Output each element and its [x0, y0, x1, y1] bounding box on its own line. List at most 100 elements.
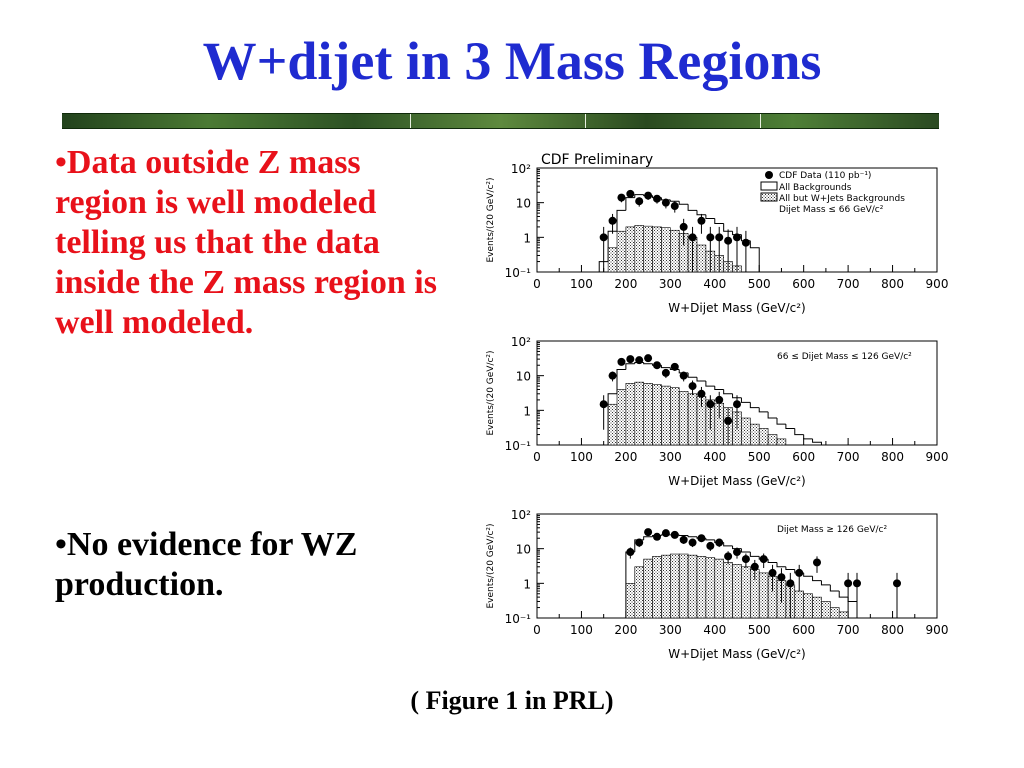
all-background-bin [598, 261, 609, 272]
non-wjets-bar [652, 556, 662, 619]
non-wjets-bar [643, 383, 653, 446]
data-point [626, 355, 635, 364]
y-tick-label: 1 [523, 404, 531, 418]
non-wjets-bar [661, 385, 671, 446]
data-point [661, 529, 670, 538]
all-background-bin [669, 199, 680, 202]
data-point [644, 354, 653, 363]
data-point [679, 371, 688, 380]
data-point [670, 530, 679, 539]
x-tick-label: 500 [748, 277, 771, 291]
data-point [653, 361, 661, 370]
chart-svg-high-mass: Events/(20 GeV/c²) 10⁻¹ 1 10 10² 0 100 200 300 40… [486, 508, 948, 661]
slide-title: W+dijet in 3 Mass Regions [202, 31, 822, 91]
all-background-bin [740, 397, 751, 403]
x-tick-label: 300 [659, 450, 682, 464]
x-tick-label: 600 [792, 623, 815, 637]
x-tick-label: 900 [926, 277, 949, 291]
all-background-bin [634, 194, 644, 198]
data-point [741, 238, 750, 247]
legend-label: Dijet Mass ≥ 126 GeV/c² [777, 525, 887, 535]
data-point [608, 216, 617, 225]
data-point [635, 356, 644, 365]
y-tick-label: 1 [523, 577, 531, 591]
non-wjets-bar [750, 423, 760, 446]
x-tick-label: 700 [837, 450, 860, 464]
data-point [653, 532, 661, 541]
data-point [661, 368, 670, 377]
legend-nonw-swatch [760, 192, 778, 202]
all-background-bin [794, 428, 804, 436]
x-tick-label: 400 [703, 277, 726, 291]
x-tick-label: 800 [881, 277, 904, 291]
x-tick-label: 100 [570, 450, 593, 464]
x-tick-label: 400 [703, 450, 726, 464]
data-point [750, 562, 759, 571]
non-wjets-bar [812, 596, 822, 619]
non-wjets-bar [741, 417, 751, 446]
panel-high-mass: Events/(20 GeV/c²) 10⁻¹ 1 10 10² 0 100 200 300 40… [465, 486, 975, 661]
data-point [670, 202, 679, 211]
data-point [706, 400, 715, 409]
data-point [635, 197, 644, 206]
non-wjets-bar [741, 566, 751, 619]
non-wjets-bar [732, 564, 742, 619]
data-point [679, 222, 688, 231]
data-point [617, 357, 626, 366]
non-wjets-bar [616, 230, 627, 273]
x-tick-label: 0 [533, 450, 541, 464]
legend-label: All but W+Jets Backgrounds [779, 194, 905, 204]
y-tick-label: 10 [516, 197, 531, 211]
data-point [617, 193, 626, 202]
data-point [688, 233, 697, 242]
non-wjets-bar [687, 554, 698, 619]
all-background-bin [625, 363, 635, 370]
x-tick-label: 300 [659, 277, 682, 291]
non-wjets-bar [670, 229, 680, 273]
x-tick-label: 400 [703, 623, 726, 637]
legend-total-swatch [760, 181, 778, 191]
all-background-bin [723, 542, 733, 547]
all-background-bin [696, 210, 706, 216]
data-point [768, 568, 777, 577]
data-point [626, 189, 635, 198]
non-wjets-bar [696, 556, 707, 619]
legend-data-marker [765, 171, 773, 179]
all-background-bin [803, 572, 813, 577]
x-axis-label: W+Dijet Mass (GeV/c²) [668, 647, 805, 661]
y-axis-label: Events/(20 GeV/c²) [486, 523, 496, 608]
all-background-bin [678, 534, 689, 536]
non-wjets-bar [643, 225, 653, 273]
non-wjets-bar [687, 393, 698, 446]
y-tick-label: 10⁻¹ [505, 266, 532, 280]
all-background-bin [616, 369, 626, 394]
y-tick-label: 10 [516, 370, 531, 384]
all-background-bin [749, 552, 760, 557]
chart-svg-z-mass: Events/(20 GeV/c²) 10⁻¹ 1 10 10² 0 100 200 300 40… [486, 335, 948, 488]
x-tick-label: 0 [533, 277, 541, 291]
non-wjets-bar [714, 558, 724, 619]
non-wjets-bar [616, 389, 627, 446]
all-background-bin [776, 418, 786, 425]
all-background-bin [749, 240, 760, 272]
data-point [724, 416, 733, 425]
y-tick-label: 10² [511, 335, 531, 349]
all-background-bin [696, 377, 706, 382]
x-tick-label: 100 [570, 623, 593, 637]
histogram-stack: CDF Preliminary Events/(20 GeV/c²) 10⁻¹ 1 10… [465, 140, 975, 661]
non-wjets-bar [838, 611, 849, 619]
panel-z-mass: Events/(20 GeV/c²) 10⁻¹ 1 10 10² 0 100 200 300 40… [465, 313, 975, 488]
all-background-bin [705, 538, 715, 541]
all-background-bin [812, 576, 822, 582]
all-background-bin [723, 223, 733, 232]
data-point [786, 579, 795, 588]
data-point [706, 541, 715, 550]
y-tick-label: 10⁻¹ [505, 612, 532, 626]
y-axis-label: Events/(20 GeV/c²) [486, 177, 496, 262]
data-point [715, 233, 724, 242]
legend-label: CDF Data (110 pb⁻¹) [779, 171, 871, 181]
non-wjets-bar [678, 391, 689, 446]
x-tick-label: 0 [533, 623, 541, 637]
non-wjets-bar [776, 438, 787, 446]
all-background-bin [785, 424, 795, 429]
